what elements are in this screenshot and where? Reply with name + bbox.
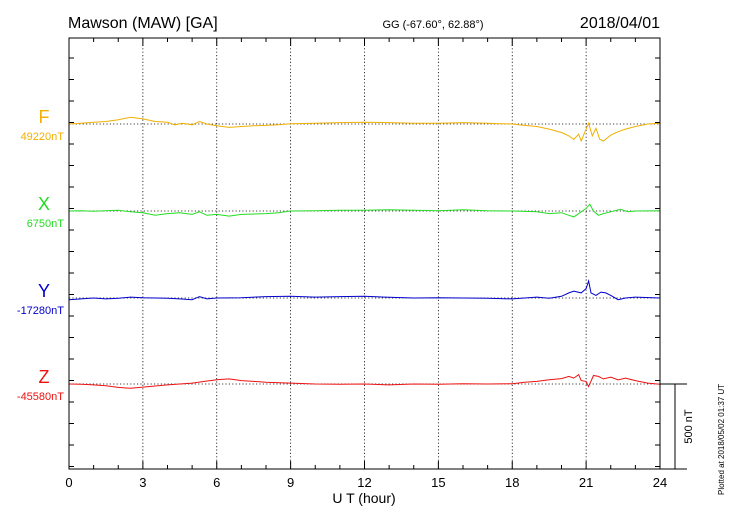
x-axis-label: U T (hour) [332, 490, 395, 506]
grid-layer [69, 38, 660, 469]
baseline-value-x: 6750nT [27, 218, 65, 230]
chart-date: 2018/04/01 [580, 15, 660, 32]
x-tick-label: 6 [213, 475, 220, 490]
baseline-value-z: -45580nT [17, 391, 64, 403]
x-tick-label: 3 [139, 475, 146, 490]
x-tick-label: 24 [653, 475, 667, 490]
series-line-y [68, 279, 661, 301]
series-layer [68, 116, 661, 389]
plotted-timestamp: Plotted at 2018/05/02 01:37 UT [717, 384, 726, 495]
label-layer: F 49220nT X 6750nT Y -17280nT Z -45580nT [17, 107, 64, 403]
x-tick-label: 21 [579, 475, 593, 490]
geographic-coordinates: GG (-67.60°, 62.88°) [382, 19, 483, 31]
axis-layer: 0 3 6 9 12 15 18 21 24 500 nT [65, 37, 695, 490]
x-tick-label: 0 [65, 475, 72, 490]
x-tick-label: 18 [505, 475, 519, 490]
x-tick-label: 12 [357, 475, 371, 490]
component-label-y: Y [38, 281, 50, 301]
scale-bar-label: 500 nT [683, 409, 695, 444]
series-line-z [68, 373, 661, 389]
baseline-value-y: -17280nT [17, 305, 64, 317]
component-label-x: X [38, 194, 50, 214]
series-line-x [68, 203, 661, 218]
x-tick-label: 9 [287, 475, 294, 490]
component-label-z: Z [39, 367, 50, 387]
component-label-f: F [39, 107, 50, 127]
series-line-f [68, 116, 661, 143]
baseline-value-f: 49220nT [21, 131, 65, 143]
station-title: Mawson (MAW) [GA] [68, 15, 218, 32]
x-tick-label: 15 [431, 475, 445, 490]
